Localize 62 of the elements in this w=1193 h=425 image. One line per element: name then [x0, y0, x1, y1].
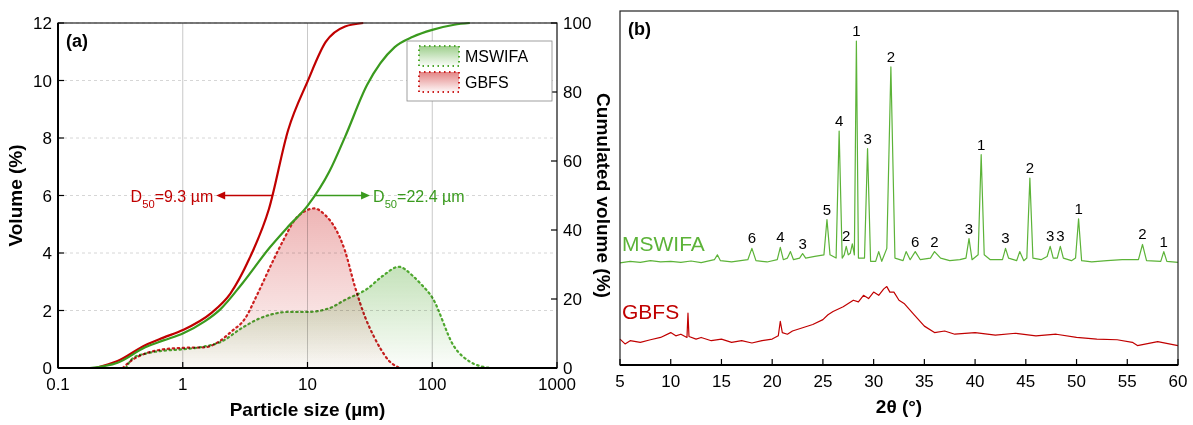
- y2-tick-label: 60: [563, 152, 582, 171]
- y-tick-label: 6: [42, 186, 52, 206]
- y-axis-title: Volume (%): [5, 144, 26, 247]
- y-tick-label: 12: [33, 14, 52, 33]
- x-tick-label: 35: [914, 372, 934, 391]
- series-label: GBFS: [622, 300, 680, 324]
- x-axis-title: 2θ (°): [875, 396, 923, 417]
- annotation: 5: [822, 200, 832, 218]
- x-tick-label: 25: [813, 372, 833, 391]
- annotation: 6: [747, 229, 757, 247]
- x-tick-label: 40: [965, 372, 985, 391]
- x-tick-label: 55: [1117, 372, 1137, 391]
- annotation: 2: [886, 47, 896, 65]
- annotation: 1: [1074, 199, 1083, 217]
- y-tick-label: 2: [42, 301, 52, 321]
- annotation: 2: [1025, 159, 1035, 177]
- annotation: 2: [842, 227, 851, 245]
- x-tick-label: 5: [615, 372, 625, 391]
- x-tick-label: 20: [762, 372, 782, 391]
- x-tick-label: 100: [418, 375, 447, 394]
- annotation: 6: [911, 232, 920, 250]
- y2-axis-title: Cumulated volume (%): [593, 93, 614, 298]
- legend-label: GBFS: [465, 74, 509, 91]
- chart-title: (b): [628, 19, 651, 39]
- annotation: 4: [834, 112, 844, 130]
- y2-tick-label: 20: [563, 290, 582, 309]
- y-tick-label: 0: [42, 359, 52, 378]
- legend-label: MSWIFA: [465, 48, 529, 65]
- x-tick-label: 1: [178, 375, 188, 394]
- y2-tick-label: 0: [563, 359, 573, 378]
- chart-title: (a): [66, 31, 88, 51]
- annotation: 2: [1138, 225, 1147, 243]
- annotation: 1: [977, 135, 986, 153]
- annotation: 3: [1001, 229, 1010, 247]
- annotation: 1: [1159, 232, 1168, 250]
- annotation: 3: [1056, 227, 1065, 245]
- annotation: 4: [776, 228, 785, 246]
- x-tick-label: 45: [1016, 372, 1036, 391]
- x-tick-label: 60: [1168, 372, 1188, 391]
- annotation: 3: [1046, 227, 1055, 245]
- series-label: MSWIFA: [622, 231, 705, 255]
- y2-tick-label: 100: [563, 14, 592, 33]
- annotation: D$_{50}$=22.4 µm: [373, 187, 465, 210]
- x-tick-label: 1000: [538, 375, 576, 394]
- annotation: D$_{50}$=9.3 µm: [130, 187, 214, 210]
- x-tick-label: 30: [864, 372, 884, 391]
- annotation: 1: [852, 22, 861, 39]
- annotation: 3: [863, 129, 872, 147]
- x-tick-label: 0.1: [46, 375, 70, 394]
- y2-tick-label: 80: [563, 83, 582, 102]
- y2-tick-label: 40: [563, 221, 582, 240]
- x-tick-label: 10: [298, 375, 317, 394]
- y-tick-label: 8: [42, 129, 52, 148]
- x-tick-label: 50: [1067, 372, 1087, 391]
- x-tick-label: 10: [661, 372, 681, 391]
- annotation: 3: [964, 219, 974, 237]
- annotation: 2: [930, 232, 939, 250]
- annotation: 3: [798, 234, 807, 252]
- x-axis-title: Particle size (µm): [229, 399, 386, 420]
- x-tick-label: 15: [711, 372, 731, 391]
- y-tick-label: 4: [42, 244, 52, 263]
- y-tick-label: 10: [33, 71, 52, 91]
